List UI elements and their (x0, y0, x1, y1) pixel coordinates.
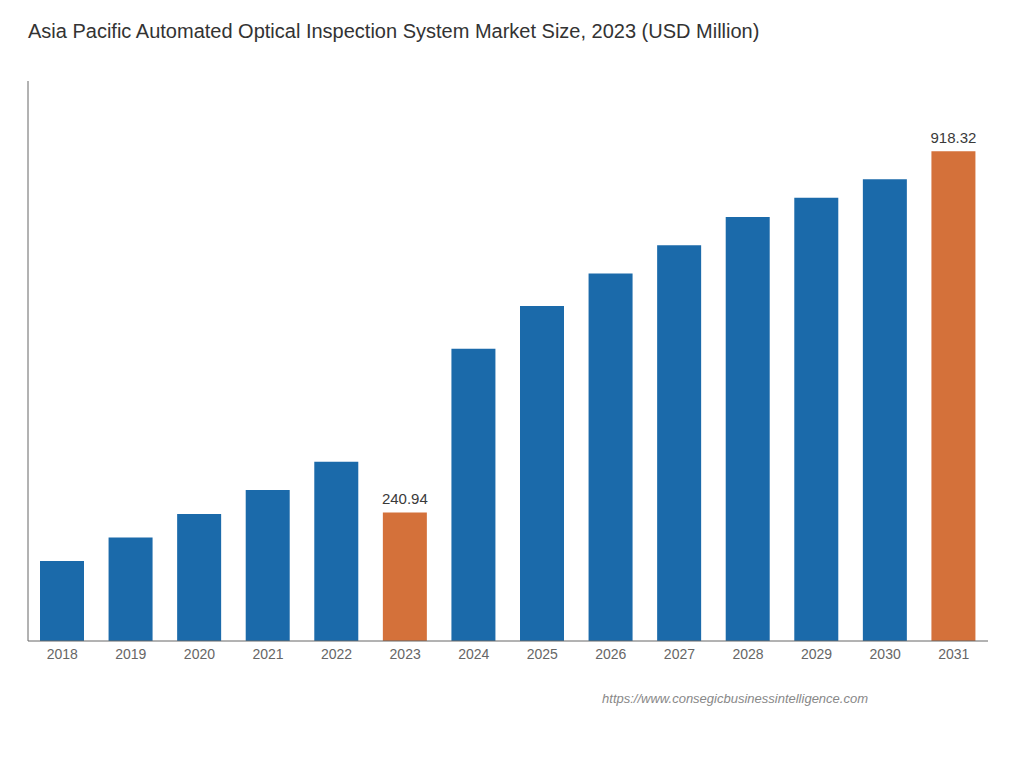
svg-text:2028: 2028 (732, 646, 763, 662)
svg-text:2024: 2024 (458, 646, 489, 662)
svg-text:2020: 2020 (184, 646, 215, 662)
html-text:https://www.consegicbusinessin: https://www.consegicbusinessintelligence… (602, 691, 868, 706)
svg-text:240.94: 240.94 (382, 490, 428, 507)
svg-text:2031: 2031 (938, 646, 969, 662)
svg-text:2023: 2023 (390, 646, 421, 662)
svg-text:2025: 2025 (527, 646, 558, 662)
svg-text:918.32: 918.32 (930, 129, 976, 146)
svg-text:2029: 2029 (801, 646, 832, 662)
svg-text:2027: 2027 (664, 646, 695, 662)
svg-text:2030: 2030 (870, 646, 901, 662)
svg-text:2021: 2021 (252, 646, 283, 662)
svg-text:2018: 2018 (47, 646, 78, 662)
svg-text:2019: 2019 (115, 646, 146, 662)
svg-text:2022: 2022 (321, 646, 352, 662)
html-text:Asia Pacific Automated Optical: Asia Pacific Automated Optical Inspectio… (28, 20, 760, 42)
svg-text:2026: 2026 (595, 646, 626, 662)
